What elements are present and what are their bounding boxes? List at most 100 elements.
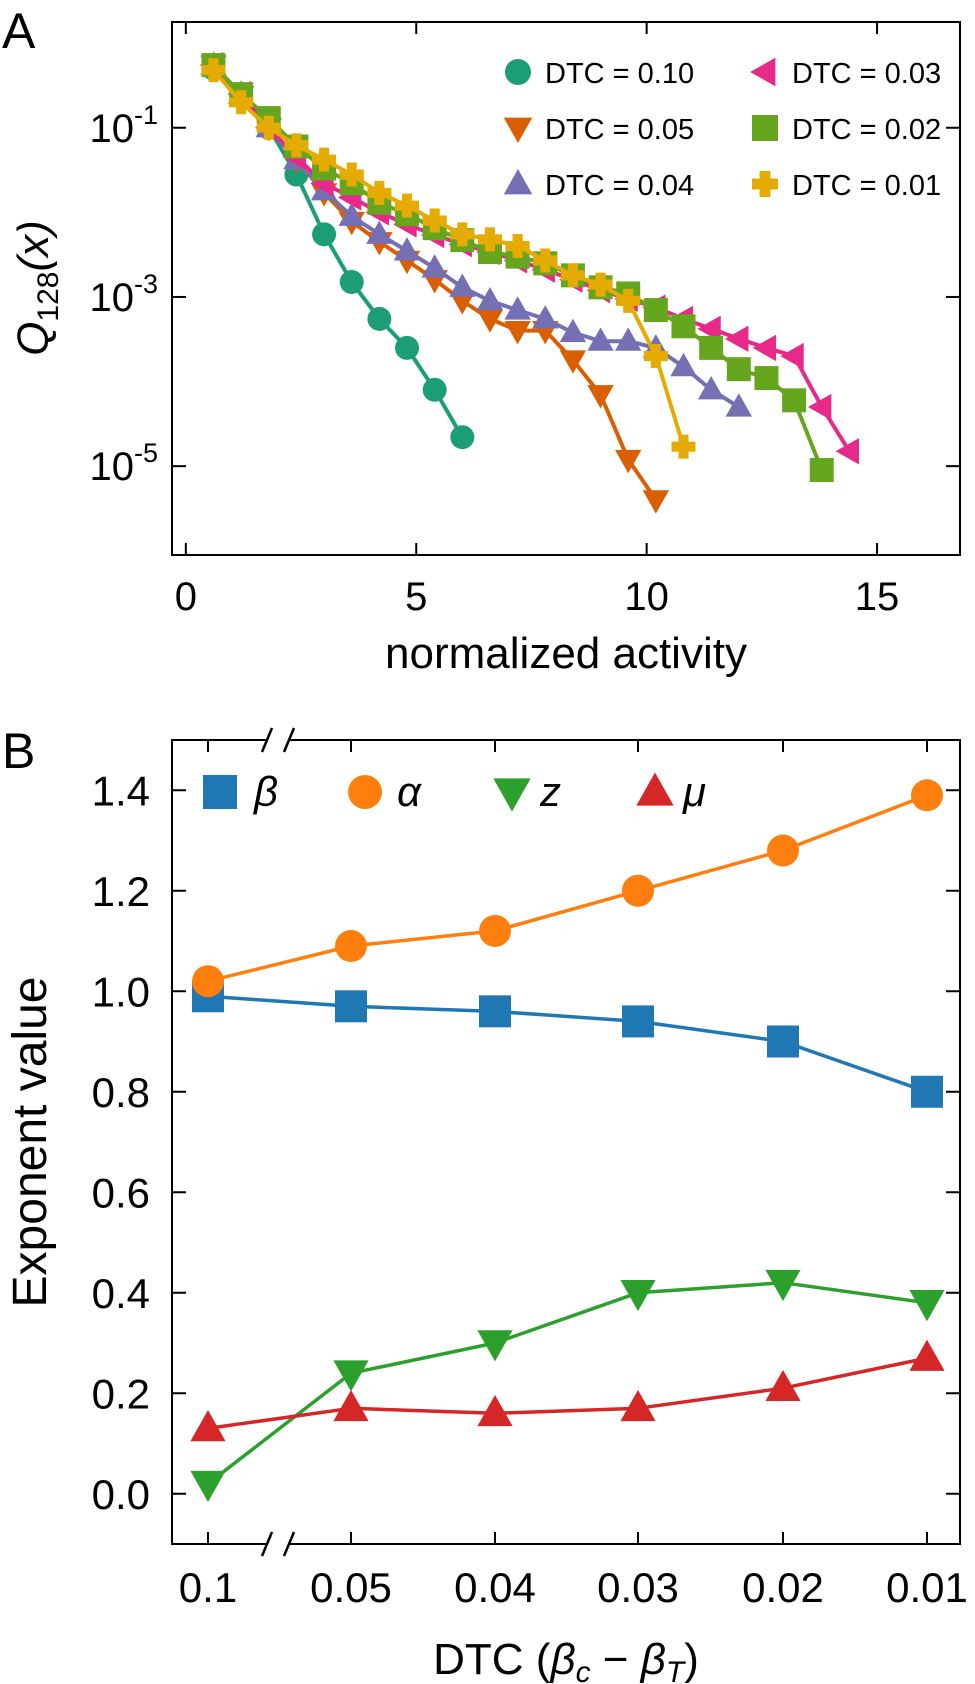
x-tick-label: 0.02	[742, 1564, 824, 1611]
break-gap	[266, 1540, 290, 1548]
legend-marker	[636, 772, 674, 806]
data-point	[809, 458, 834, 483]
data-point	[532, 305, 559, 329]
data-point	[395, 193, 420, 218]
series-line	[207, 1356, 928, 1431]
data-point	[479, 995, 511, 1028]
data-point	[725, 393, 753, 417]
series-circle	[192, 779, 943, 998]
break-slash	[260, 1531, 274, 1557]
y-tick-label: 10-5	[89, 438, 158, 489]
legend-entry: DTC = 0.03	[750, 57, 941, 90]
legend-label: z	[539, 768, 561, 815]
legend-marker	[752, 171, 778, 197]
legend-entry: z	[493, 768, 561, 815]
break-slash	[282, 727, 296, 753]
data-point	[395, 335, 420, 360]
legend-marker	[493, 778, 531, 812]
data-point	[504, 296, 531, 320]
y-tick-label: 0.0	[92, 1471, 150, 1518]
legend-label: DTC = 0.04	[545, 170, 694, 202]
panel-b-frame	[171, 739, 961, 1545]
data-point	[256, 115, 281, 140]
legend-entry: μ	[636, 768, 706, 815]
data-point	[909, 1290, 945, 1322]
legend-entry: DTC = 0.10	[505, 58, 694, 90]
data-point	[559, 318, 587, 343]
series-triangle-down	[190, 1269, 945, 1503]
data-point	[620, 1389, 656, 1422]
series-dtc-0-01	[201, 58, 696, 459]
data-point	[767, 834, 799, 867]
x-tick-label: 0.1	[179, 1564, 237, 1611]
data-point	[421, 254, 448, 278]
data-point	[476, 309, 504, 333]
data-point	[642, 490, 670, 514]
data-point	[559, 350, 587, 374]
data-point	[697, 375, 725, 400]
series-triangle-up	[190, 1339, 945, 1442]
legend-marker	[505, 59, 531, 85]
data-point	[911, 1075, 943, 1108]
x-tick-label: 15	[855, 575, 900, 619]
data-point	[671, 314, 696, 339]
legend-marker	[503, 169, 533, 195]
data-point	[780, 342, 804, 370]
y-tick-label: 10-1	[89, 100, 158, 151]
x-tick-label: 0.04	[454, 1564, 536, 1611]
series-dtc-0-04	[200, 51, 753, 417]
panel-label-b: B	[2, 723, 35, 779]
panel-b-x-ticks: 0.1 0.05 0.04 0.03 0.02 0.01	[179, 740, 968, 1611]
legend-label: DTC = 0.02	[792, 114, 941, 146]
data-point	[505, 234, 530, 259]
data-point	[335, 930, 367, 963]
legend-marker	[203, 775, 237, 809]
data-point	[190, 1410, 226, 1442]
data-point	[477, 1330, 513, 1362]
data-point	[560, 263, 585, 288]
data-point	[201, 58, 226, 83]
panel-b-x-axis-label: DTC (βc − βT)	[433, 1635, 699, 1684]
x-tick-label: 0	[175, 575, 197, 619]
data-point	[229, 90, 254, 115]
legend-label: DTC = 0.05	[545, 114, 694, 146]
series-line	[206, 1280, 928, 1486]
data-point	[622, 1005, 654, 1038]
data-point	[697, 315, 721, 343]
data-point	[339, 270, 364, 295]
data-point	[752, 334, 777, 362]
data-point	[312, 222, 337, 247]
legend-entry: α	[348, 768, 422, 815]
panel-b-axis-break	[260, 727, 296, 1557]
series-line	[212, 67, 465, 439]
panel-a-x-ticks: 0 5 10 15	[175, 22, 900, 619]
y-tick-label: 0.8	[92, 1069, 150, 1116]
data-point	[335, 990, 367, 1023]
data-point	[366, 220, 393, 244]
legend-label: DTC = 0.03	[792, 58, 941, 90]
data-point	[671, 434, 696, 459]
panel-b-chart: 0.1 0.05 0.04 0.03 0.02 0.01 0.0 0.2 0.4 0.6 0.8 1…	[4, 727, 968, 1684]
break-slash	[282, 1531, 296, 1557]
y-tick-label: 0.4	[92, 1270, 150, 1317]
data-point	[909, 1339, 945, 1371]
data-point	[754, 366, 779, 391]
data-point	[726, 357, 751, 382]
data-point	[367, 180, 392, 205]
panel-a-legend: DTC = 0.10 DTC = 0.03 DTC = 0.05 DTC = 0.02…	[503, 57, 941, 202]
series-dtc-0-02	[201, 53, 834, 483]
y-tick-label: 0.6	[92, 1169, 150, 1216]
legend-entry: DTC = 0.02	[752, 114, 941, 146]
legend-label: β	[252, 768, 278, 815]
series-dtc-0-10	[201, 56, 475, 450]
data-point	[504, 321, 531, 345]
x-tick-label: 10	[624, 575, 669, 619]
data-point	[450, 425, 475, 450]
panel-a-y-ticks: 10-1 10-3 10-5	[89, 100, 960, 489]
data-point	[615, 327, 642, 351]
data-point	[616, 288, 641, 313]
legend-label: DTC = 0.01	[792, 170, 941, 202]
data-point	[699, 335, 724, 360]
